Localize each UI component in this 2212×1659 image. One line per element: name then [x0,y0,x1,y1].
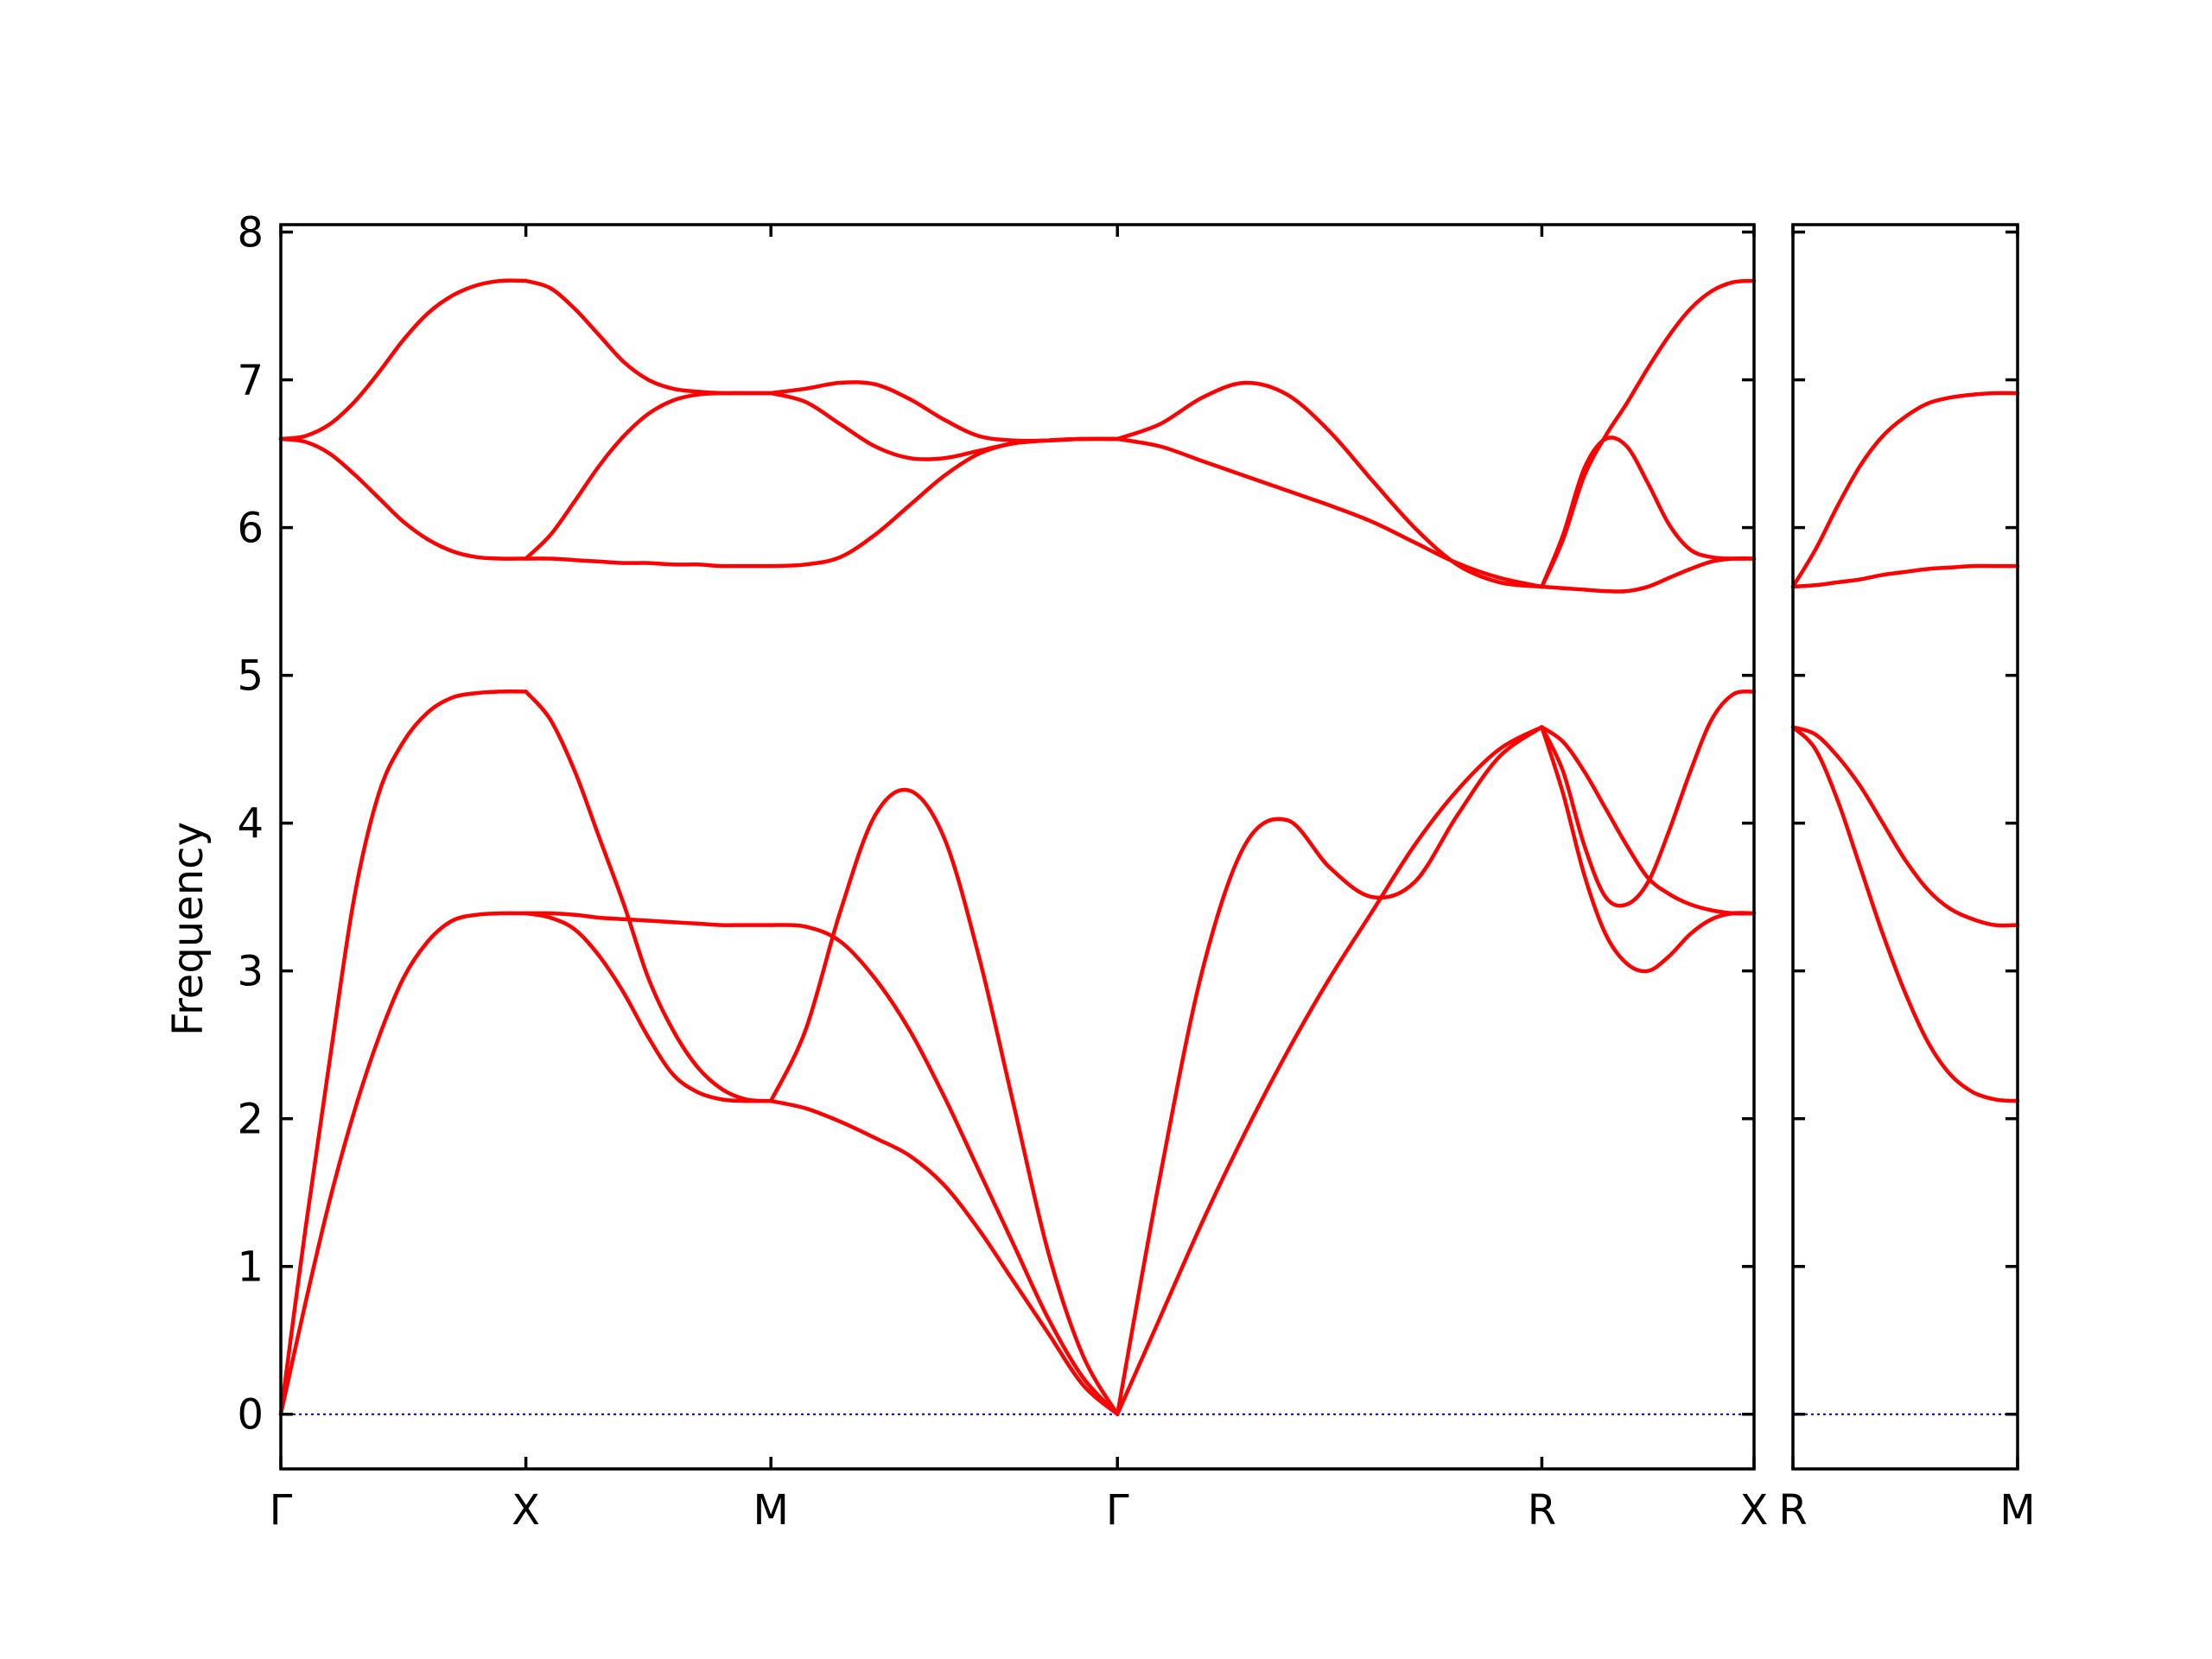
band-main-seg3-2 [1115,380,1544,589]
y-tick-label: 1 [237,1243,264,1292]
band-main-seg4-0 [1540,725,1757,916]
axes-frame-main [279,223,1756,1471]
band-main-seg1-3 [524,278,773,396]
y-tick-label: 3 [237,948,264,996]
band-main-seg3-1 [1115,725,1544,1416]
axes-frame-side [1791,223,2019,1471]
x-tick-label-main-3: Γ [1106,1486,1129,1535]
band-side-seg0-3 [1790,563,2020,589]
band-main-seg2-1 [768,923,1120,1416]
x-tick-label-main-2: M [753,1486,788,1535]
band-main-seg1-5 [524,556,773,569]
y-tick-label: 2 [237,1096,264,1144]
x-tick-label-side-0: R [1778,1486,1807,1535]
y-tick-label: 6 [237,505,264,553]
band-main-seg1-2 [524,911,773,1103]
y-tick-label: 5 [237,652,264,701]
band-main-seg4-1 [1540,725,1757,974]
band-main-seg2-4 [768,391,1120,461]
band-main-seg2-0 [768,787,1120,1416]
band-main-seg2-5 [768,436,1120,569]
band-main-seg4-2 [1540,690,1757,908]
band-main-seg3-0 [1115,725,1544,1416]
band-main-seg0-3 [278,436,528,561]
band-main-seg1-1 [524,911,773,927]
band-side-seg0-2 [1790,391,2020,589]
band-main-seg1-0 [524,690,773,1103]
band-main-seg4-4 [1540,278,1757,589]
x-tick-label-side-1: M [1999,1486,2035,1535]
y-tick-label: 4 [237,800,264,849]
band-main-seg1-4 [524,391,773,561]
band-main-seg0-2 [278,278,528,442]
band-main-seg0-1 [278,911,528,1416]
x-tick-label-main-0: Γ [270,1486,293,1535]
band-main-seg3-3 [1115,436,1544,589]
band-main-seg0-0 [278,690,528,1416]
x-tick-label-main-5: X [1740,1486,1769,1535]
band-main-seg4-5 [1540,556,1757,594]
x-tick-label-main-1: X [512,1486,540,1535]
y-tick-label: 7 [237,357,264,405]
band-main-seg4-3 [1540,435,1757,589]
main-panel: 0 1 2 3 4 5 6 7 8 Γ X M Γ R X [237,209,1768,1535]
band-side-seg0-1 [1790,725,2020,1103]
y-tick-label: 8 [237,209,264,257]
band-main-seg2-2 [768,1098,1120,1416]
y-tick-label: 0 [237,1391,264,1440]
band-side-seg0-0 [1790,725,2020,928]
y-axis-label: Frequency [164,822,213,1036]
x-tick-label-main-4: R [1528,1486,1556,1535]
